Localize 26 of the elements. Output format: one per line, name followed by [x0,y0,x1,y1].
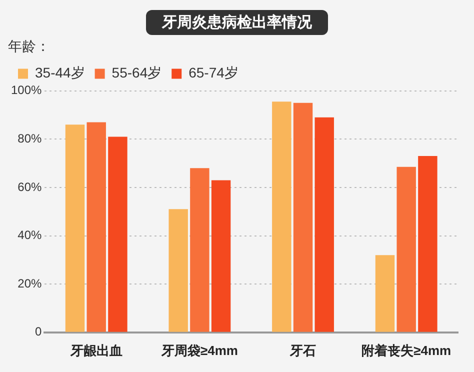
x-tick-label: 附着丧失≥4mm [362,342,452,358]
y-tick-label: 80% [18,131,42,146]
legend-label: 55-64岁 [112,64,162,81]
bar [65,124,85,332]
x-tick-label: 牙龈出血 [69,342,122,358]
bar [314,117,334,332]
bar [418,156,438,332]
y-tick-label: 100% [10,83,42,98]
legend-label: 35-44岁 [35,64,85,81]
y-tick-label: 20% [18,276,42,290]
bar [293,102,313,332]
x-tick-label: 牙石 [289,342,316,358]
bar [375,255,395,332]
chart-title: 牙周炎患病检出率情况 [146,10,328,35]
x-tick-label: 牙周袋≥4mm [160,342,238,358]
y-tick-label: 60% [18,180,42,194]
bar [190,168,210,332]
bar [168,209,188,332]
y-tick-label: 40% [18,228,42,242]
legend-label: 65-74岁 [188,64,238,81]
bar [86,122,106,332]
bar [272,102,292,332]
bar [108,136,128,332]
bar [211,180,231,332]
y-tick-label: 0 [35,324,42,339]
bar [396,166,416,332]
